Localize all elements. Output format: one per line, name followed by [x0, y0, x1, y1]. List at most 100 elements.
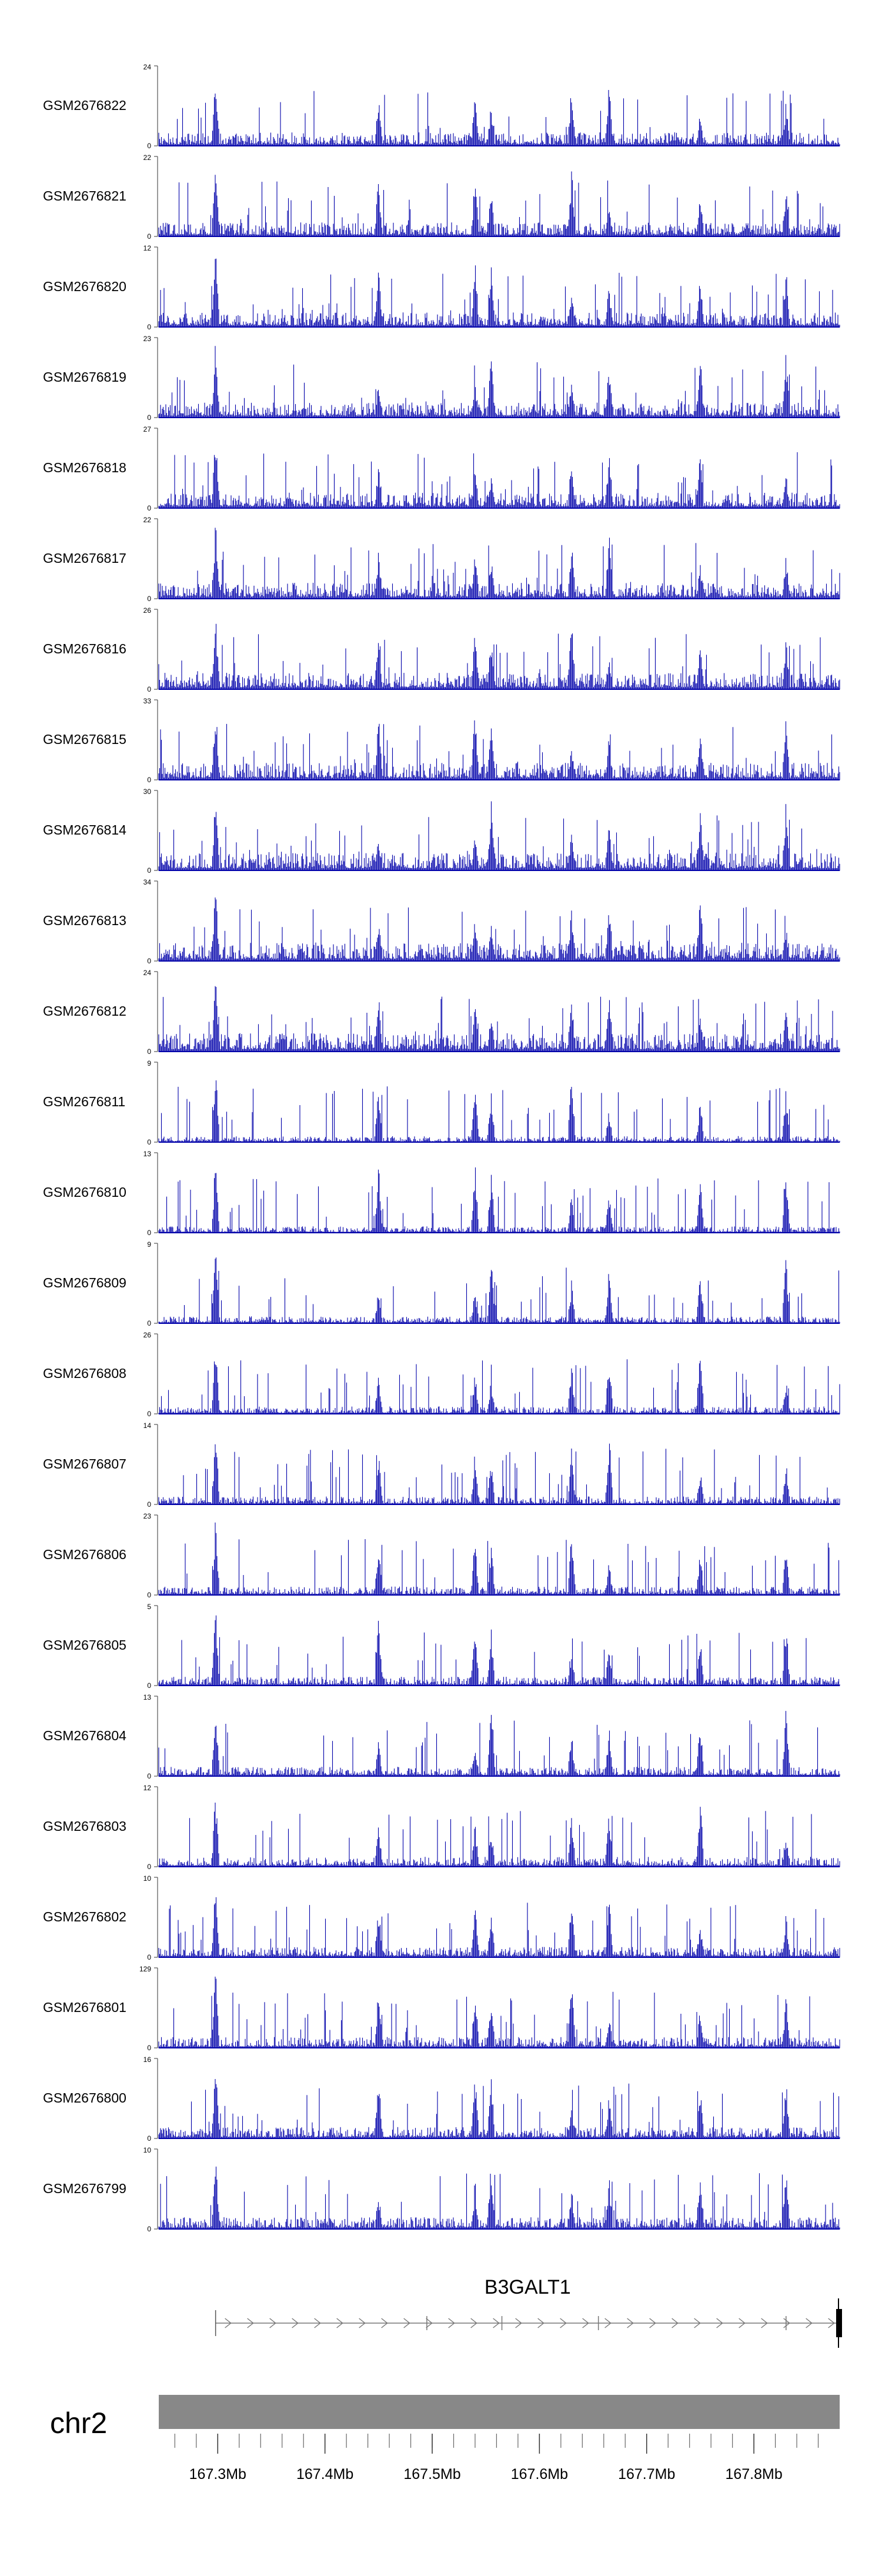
track-GSM2676799: GSM2676799 10 0	[43, 2146, 840, 2233]
y-max-label: 13	[143, 1150, 152, 1158]
coordinate-label: 167.8Mb	[725, 2466, 782, 2482]
track-GSM2676817: GSM2676817 22 0	[43, 516, 840, 603]
track-label: GSM2676809	[43, 1275, 126, 1290]
signal-profile	[158, 452, 840, 509]
y-max-label: 14	[143, 1422, 152, 1430]
y-max-label: 9	[147, 1059, 151, 1067]
signal-profile	[158, 528, 840, 599]
track-label: GSM2676806	[43, 1547, 126, 1562]
y-min-label: 0	[147, 1410, 151, 1418]
signal-profile	[158, 623, 840, 690]
coordinate-label: 167.4Mb	[296, 2466, 353, 2482]
track-label: GSM2676804	[43, 1728, 126, 1743]
strand-arrow	[537, 2318, 544, 2328]
track-label: GSM2676822	[43, 98, 126, 113]
y-min-label: 0	[147, 866, 151, 875]
signal-profile	[158, 258, 840, 328]
signal-profile	[158, 171, 840, 237]
track-label: GSM2676818	[43, 460, 126, 475]
strand-arrow	[426, 2318, 433, 2328]
track-GSM2676811: GSM2676811 9 0	[43, 1059, 840, 1146]
track-GSM2676807: GSM2676807 14 0	[43, 1422, 840, 1509]
track-GSM2676821: GSM2676821 22 0	[43, 154, 840, 241]
strand-arrow	[336, 2318, 343, 2328]
y-max-label: 12	[143, 1784, 152, 1792]
y-max-label: 5	[147, 1603, 151, 1611]
chromosome-axis: chr2 167.3Mb 167.4Mb 167.5Mb 167.6Mb 167.7Mb…	[50, 2395, 840, 2482]
y-max-label: 26	[143, 606, 152, 615]
track-label: GSM2676803	[43, 1818, 126, 1834]
track-GSM2676809: GSM2676809 9 0	[43, 1240, 840, 1327]
strand-arrow	[694, 2318, 701, 2328]
gene-end-exon	[836, 2309, 842, 2337]
signal-profile	[158, 2079, 840, 2139]
strand-arrow	[403, 2318, 410, 2328]
track-label: GSM2676815	[43, 732, 126, 747]
y-min-label: 0	[147, 1772, 151, 1780]
y-min-label: 0	[147, 1319, 151, 1327]
strand-arrow	[739, 2318, 746, 2328]
y-min-label: 0	[147, 1047, 151, 1056]
y-min-label: 0	[147, 1591, 151, 1599]
y-max-label: 16	[143, 2056, 152, 2064]
strand-arrow	[448, 2318, 455, 2328]
gene-name-label: B3GALT1	[485, 2276, 571, 2298]
strand-arrow	[627, 2318, 634, 2328]
y-max-label: 129	[139, 1965, 151, 1973]
signal-profile	[158, 1167, 840, 1233]
y-max-label: 30	[143, 788, 152, 796]
y-min-label: 0	[147, 2225, 151, 2233]
track-label: GSM2676805	[43, 1637, 126, 1653]
y-max-label: 12	[143, 244, 152, 252]
coordinate-label: 167.6Mb	[511, 2466, 568, 2482]
track-GSM2676808: GSM2676808 26 0	[43, 1331, 840, 1418]
strand-arrow	[493, 2318, 500, 2328]
y-min-label: 0	[147, 595, 151, 603]
signal-profile	[158, 1976, 840, 2048]
y-max-label: 9	[147, 1240, 151, 1249]
y-min-label: 0	[147, 413, 151, 422]
strand-arrow	[783, 2318, 790, 2328]
track-label: GSM2676814	[43, 822, 126, 837]
y-min-label: 0	[147, 142, 151, 150]
track-label: GSM2676810	[43, 1184, 126, 1200]
strand-arrow	[470, 2318, 477, 2328]
track-label: GSM2676811	[43, 1094, 125, 1109]
signal-profile	[158, 1522, 840, 1596]
track-label: GSM2676808	[43, 1366, 126, 1381]
strand-arrow	[381, 2318, 388, 2328]
y-min-label: 0	[147, 323, 151, 331]
chromosome-label: chr2	[50, 2407, 107, 2440]
y-min-label: 0	[147, 685, 151, 693]
coordinate-label: 167.5Mb	[403, 2466, 460, 2482]
signal-profile	[158, 1615, 840, 1686]
track-GSM2676814: GSM2676814 30 0	[43, 788, 840, 875]
track-GSM2676801: GSM2676801 129 0	[43, 1965, 840, 2052]
y-max-label: 34	[143, 878, 152, 886]
signal-profile	[158, 1897, 840, 1958]
strand-arrow	[515, 2318, 522, 2328]
track-label: GSM2676820	[43, 279, 126, 294]
strand-arrow	[649, 2318, 656, 2328]
y-max-label: 24	[143, 969, 152, 977]
track-label: GSM2676816	[43, 641, 126, 656]
signal-profile	[158, 897, 840, 962]
strand-arrow	[761, 2318, 768, 2328]
coordinate-label: 167.3Mb	[189, 2466, 246, 2482]
signal-profile	[158, 1257, 840, 1324]
track-label: GSM2676799	[43, 2181, 126, 2196]
y-max-label: 13	[143, 1693, 152, 1701]
coverage-tracks: GSM2676822240GSM2676821220GSM2676820120G…	[43, 63, 840, 2233]
y-max-label: 10	[143, 1874, 152, 1883]
chromosome-band	[159, 2395, 840, 2429]
y-min-label: 0	[147, 1138, 151, 1146]
y-max-label: 23	[143, 335, 152, 343]
track-GSM2676800: GSM2676800 16 0	[43, 2056, 840, 2143]
track-GSM2676803: GSM2676803 12 0	[43, 1784, 840, 1871]
strand-arrow	[359, 2318, 366, 2328]
strand-arrow	[806, 2318, 813, 2328]
coordinate-label: 167.7Mb	[618, 2466, 675, 2482]
y-max-label: 27	[143, 425, 152, 433]
track-label: GSM2676817	[43, 550, 126, 566]
